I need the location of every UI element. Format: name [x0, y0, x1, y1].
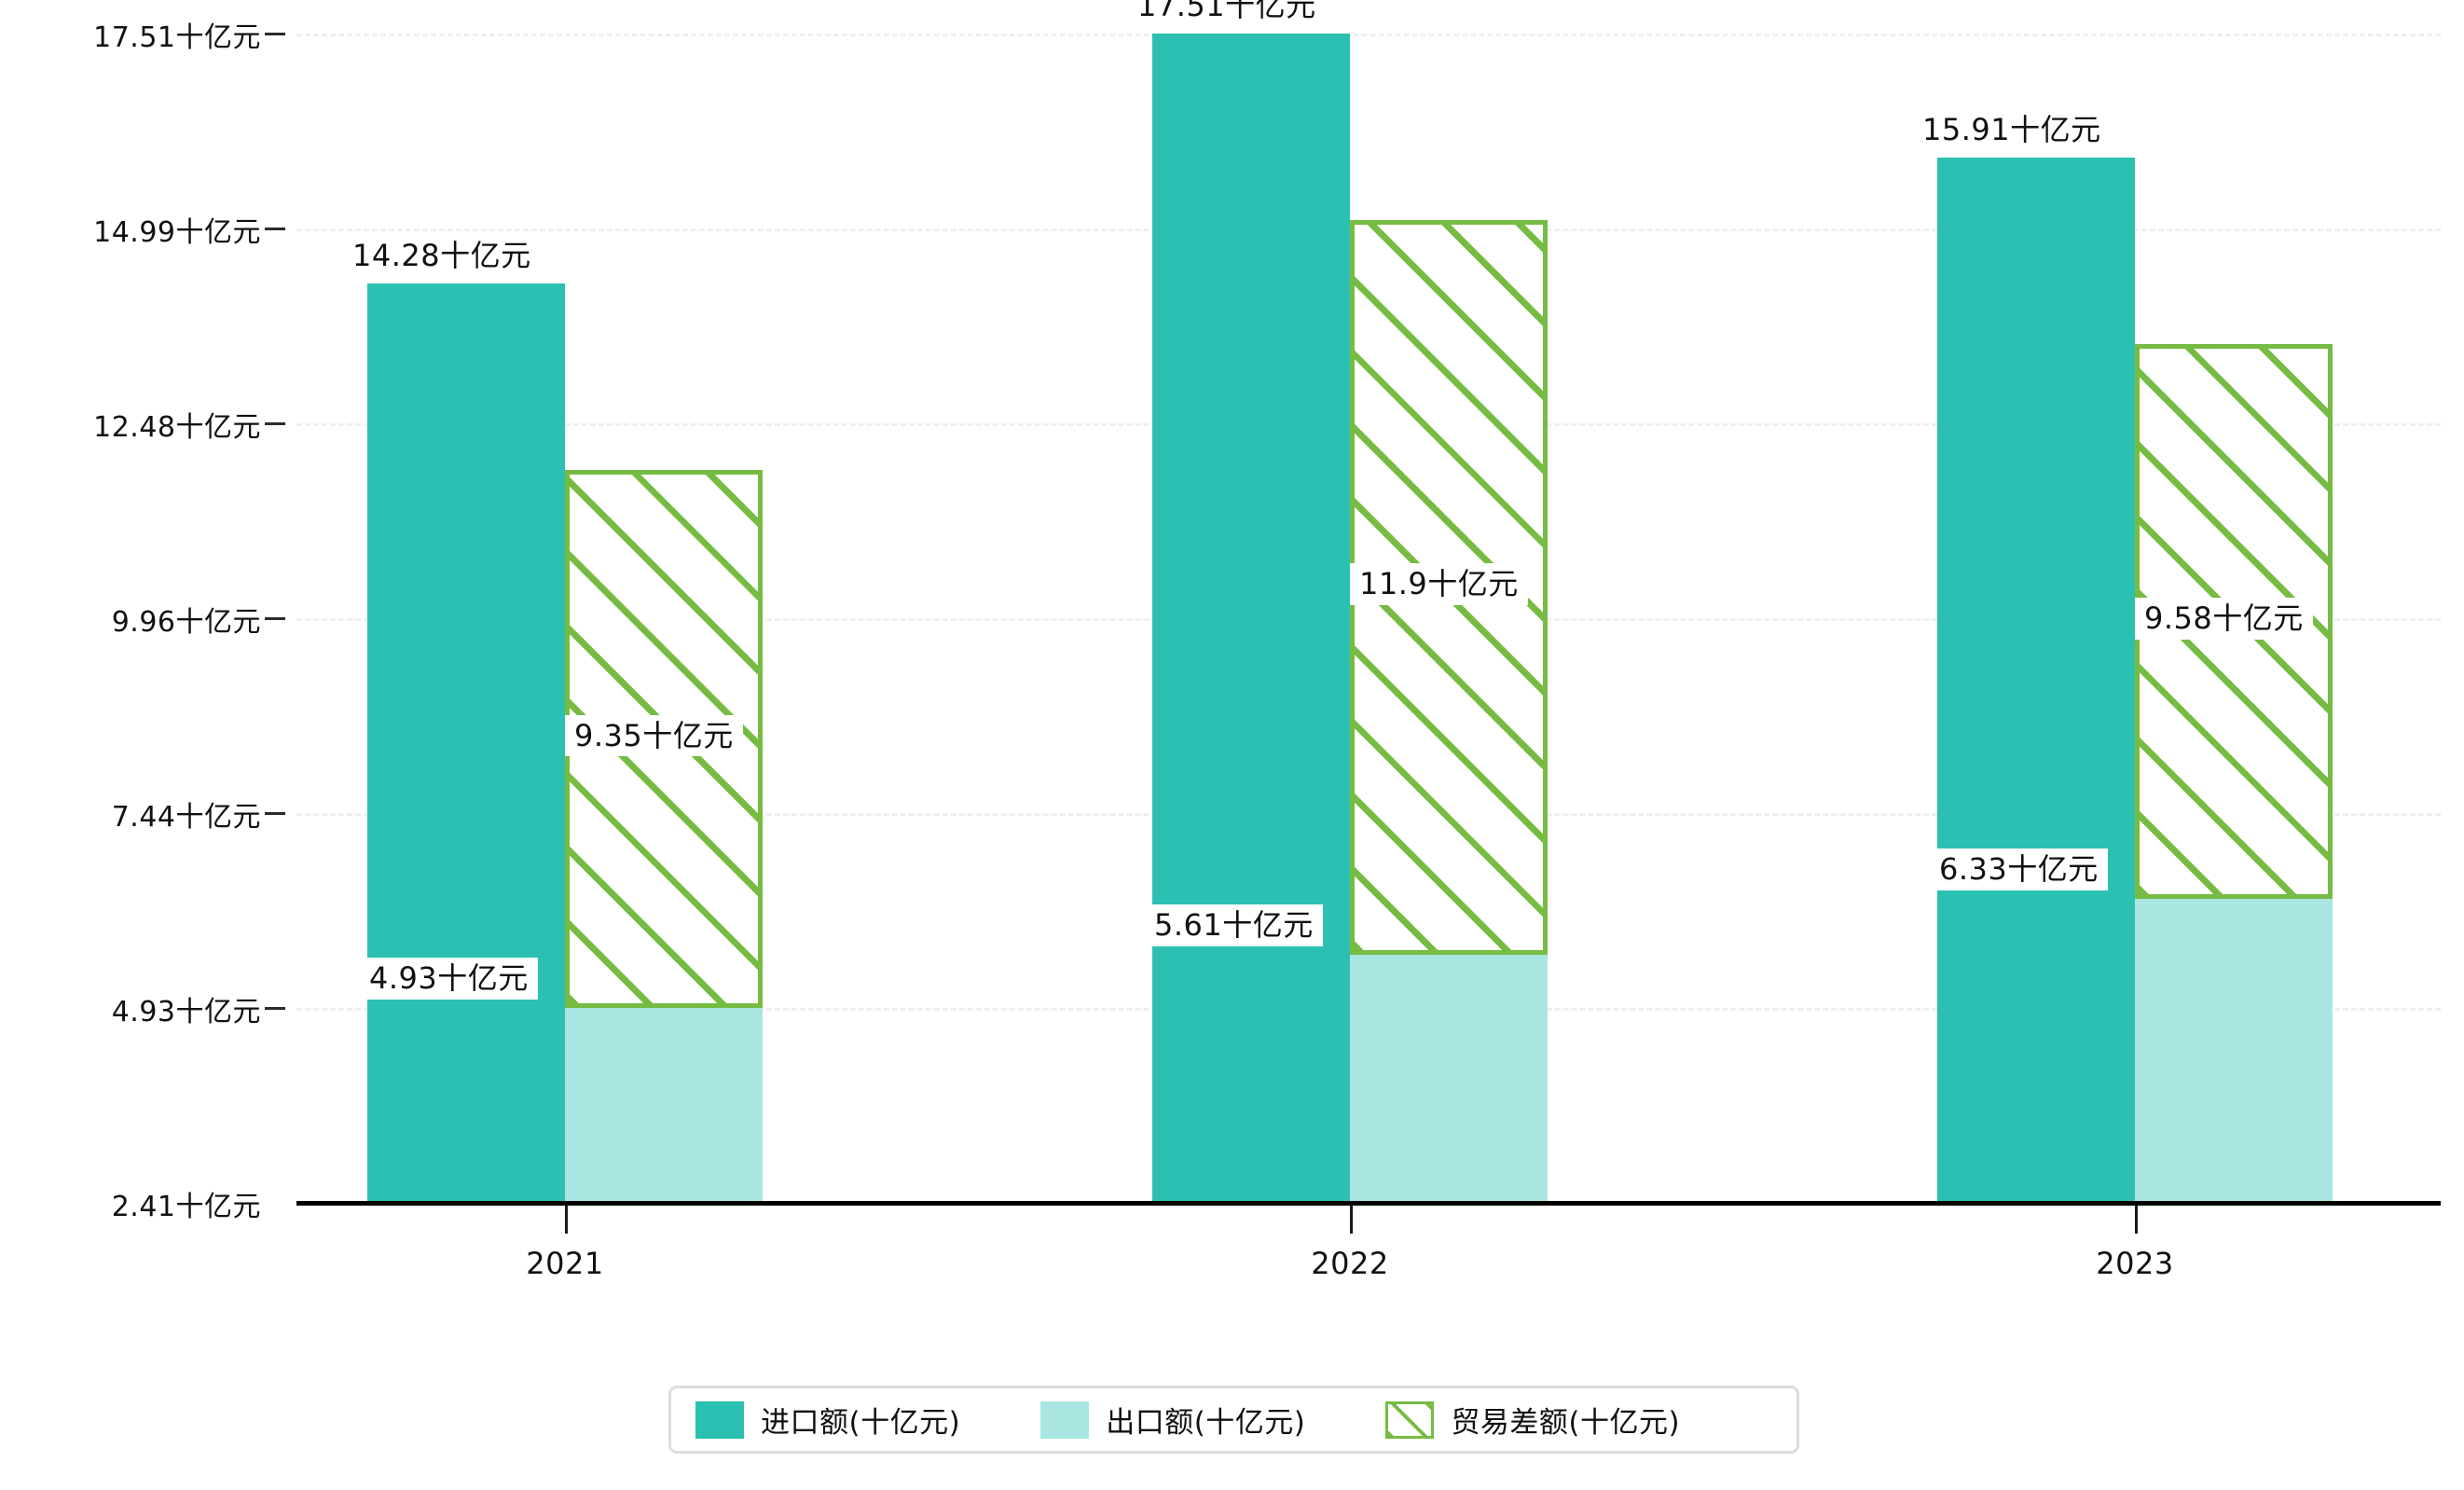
bar-export-2023[interactable] [2135, 899, 2333, 1203]
legend-label-export: 出口额(十亿元) [1106, 1406, 1306, 1440]
value-label-import-2023: 15.91十亿元 [1922, 111, 2101, 147]
bar-export-2021[interactable] [565, 1007, 763, 1203]
legend-swatch-export-icon [1040, 1400, 1090, 1439]
bar-import-2023[interactable] [1937, 157, 2135, 1203]
bar-import-2021[interactable] [367, 283, 565, 1203]
y-axis-tick-mark [265, 33, 285, 35]
value-label-trade-balance-2023: 9.58十亿元 [2135, 597, 2313, 640]
y-axis-tick-label: 17.51十亿元 [93, 21, 261, 54]
y-axis-tick-label: 9.96十亿元 [111, 606, 261, 639]
value-label-export-2022: 5.61十亿元 [1145, 904, 1323, 947]
legend-label-trade-balance: 贸易差额(十亿元) [1451, 1406, 1681, 1440]
x-axis-tick-label-2023: 2023 [2096, 1246, 2174, 1281]
x-axis-tick-mark [1350, 1206, 1353, 1234]
legend-item-trade-balance[interactable]: 贸易差额(十亿元) [1385, 1399, 1680, 1441]
gridline [296, 34, 2441, 36]
legend-swatch-import-icon [695, 1400, 744, 1439]
y-axis-tick-mark [265, 228, 285, 231]
value-label-trade-balance-2021: 9.35十亿元 [565, 714, 743, 757]
y-axis-tick-mark [265, 421, 285, 425]
chart-legend: 进口额(十亿元) 出口额(十亿元) 贸易差额(十亿元) [668, 1386, 1799, 1454]
x-axis-tick-label-2021: 2021 [526, 1246, 604, 1281]
legend-item-import[interactable]: 进口额(十亿元) [695, 1399, 960, 1441]
y-axis-tick-label: 7.44十亿元 [111, 801, 261, 835]
value-label-import-2021: 14.28十亿元 [352, 238, 531, 274]
y-axis-tick-mark [265, 812, 285, 816]
value-label-export-2023: 6.33十亿元 [1930, 848, 2108, 891]
bar-export-2022[interactable] [1350, 955, 1548, 1203]
value-label-import-2022: 17.51十亿元 [1137, 0, 1316, 23]
y-axis-tick-mark [265, 617, 285, 620]
y-axis-tick-mark [265, 1006, 285, 1010]
plot-area [296, 34, 2441, 1203]
x-axis-tick-mark [565, 1206, 568, 1234]
legend-label-import: 进口额(十亿元) [761, 1406, 961, 1440]
legend-swatch-trade-balance-icon [1385, 1400, 1435, 1439]
y-axis-tick-label: 14.99十亿元 [93, 216, 261, 250]
y-axis-tick-label: 4.93十亿元 [111, 995, 261, 1028]
y-axis-tick-label: 2.41十亿元 [111, 1191, 261, 1223]
value-label-trade-balance-2022: 11.9十亿元 [1350, 563, 1528, 605]
value-label-export-2021: 4.93十亿元 [360, 957, 538, 1000]
y-axis-tick-label: 12.48十亿元 [93, 410, 261, 444]
x-axis-line [296, 1201, 2441, 1206]
x-axis-tick-label-2022: 2022 [1311, 1246, 1389, 1281]
bar-import-2022[interactable] [1152, 34, 1350, 1203]
legend-item-export[interactable]: 出口额(十亿元) [1040, 1399, 1305, 1441]
x-axis-tick-mark [2135, 1206, 2138, 1234]
